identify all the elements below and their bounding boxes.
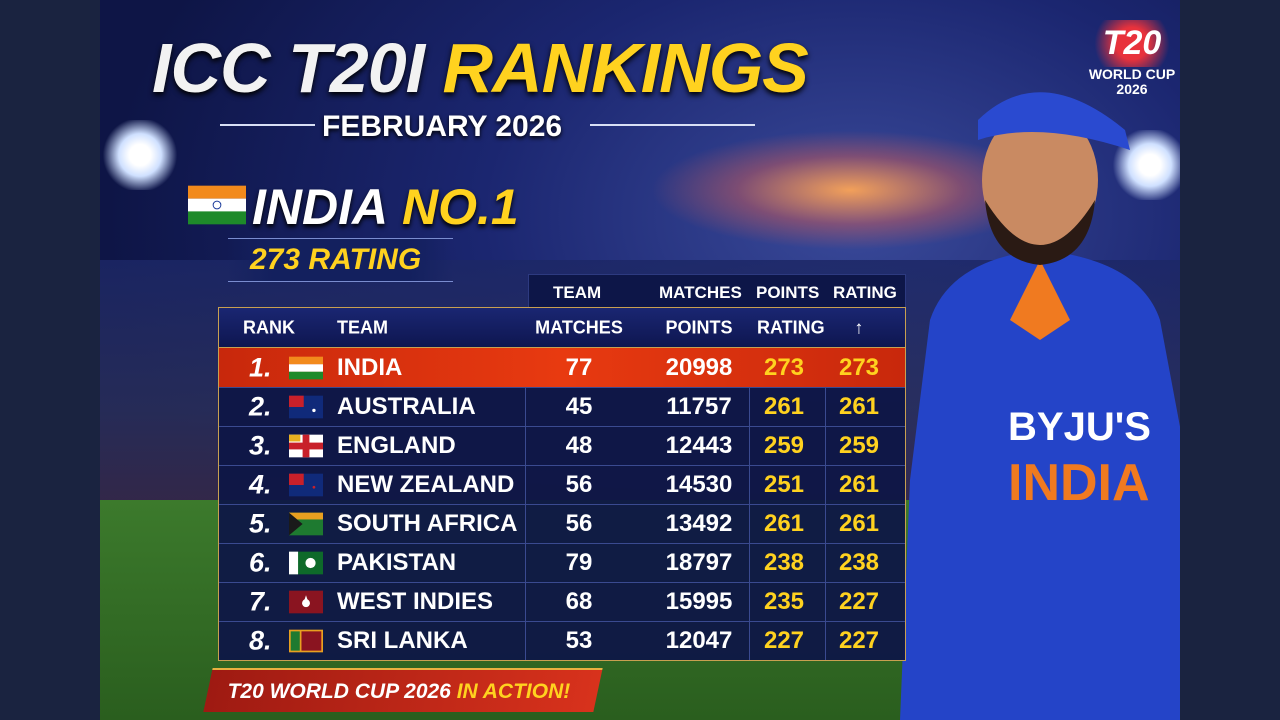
rating: 238 xyxy=(763,549,805,576)
team-name: PAKISTAN xyxy=(337,549,457,576)
points: 18797 xyxy=(665,549,733,576)
team-name: INDIA xyxy=(337,353,403,381)
player-image: BYJU'S INDIA xyxy=(900,92,1180,720)
team-name: WEST INDIES xyxy=(337,588,494,615)
rank: 4. xyxy=(249,469,272,500)
rating-change: 261 xyxy=(838,471,880,498)
table-row: 2. AUSTRALIA 45 11757 261 261 xyxy=(219,387,905,426)
points: 15995 xyxy=(665,588,733,615)
rank: 6. xyxy=(249,547,272,578)
subtitle: FEBRUARY 2026 xyxy=(322,110,563,143)
england-flag-icon xyxy=(289,434,323,458)
team-name: NEW ZEALAND xyxy=(337,471,515,498)
rank: 3. xyxy=(249,430,272,461)
divider xyxy=(220,124,315,126)
sri-lanka-flag-icon xyxy=(289,629,323,653)
australia-flag-icon xyxy=(289,395,323,419)
matches: 68 xyxy=(565,588,593,615)
team-name: ENGLAND xyxy=(337,432,456,459)
matches: 56 xyxy=(565,471,593,498)
points: 14530 xyxy=(665,471,733,498)
rating-change: 227 xyxy=(838,627,880,654)
rating-change: 261 xyxy=(838,393,880,420)
india-flag-icon xyxy=(188,185,246,225)
rank: 8. xyxy=(249,625,272,656)
points: 13492 xyxy=(665,510,733,537)
matches: 77 xyxy=(565,353,593,381)
matches: 45 xyxy=(565,393,593,420)
rating-change: 273 xyxy=(838,353,880,381)
rating: 261 xyxy=(763,510,805,537)
infographic: ICC T20I RANKINGS FEBRUARY 2026 INDIA NO… xyxy=(100,0,1180,720)
rating: 273 xyxy=(763,353,805,381)
points: 11757 xyxy=(666,393,732,420)
points: 20998 xyxy=(665,353,733,381)
top-team-headline: INDIA NO.1 xyxy=(252,179,519,235)
rating: 251 xyxy=(763,471,805,498)
south-africa-flag-icon xyxy=(289,512,323,536)
rating-change: 259 xyxy=(838,432,880,459)
rating: 259 xyxy=(763,432,805,459)
rating: 235 xyxy=(763,588,805,615)
svg-text:INDIA: INDIA xyxy=(1008,454,1150,512)
west-indies-flag-icon xyxy=(289,590,323,614)
rating-change: 238 xyxy=(838,549,880,576)
t20-world-cup-logo: T20 WORLD CUP 2026 xyxy=(1084,20,1180,97)
rating: 261 xyxy=(763,393,805,420)
page-title: ICC T20I RANKINGS xyxy=(152,29,809,107)
top-team-rating: 273 RATING xyxy=(228,238,453,282)
rank: 2. xyxy=(249,391,272,422)
secondary-header: TEAM MATCHES POINTS RATING xyxy=(528,274,906,308)
points: 12047 xyxy=(665,627,733,654)
table-row: 5. SOUTH AFRICA 56 13492 261 261 xyxy=(219,504,905,543)
table-row: 3. ENGLAND 48 12443 259 259 xyxy=(219,426,905,465)
table-row: 6. PAKISTAN 79 18797 238 238 xyxy=(219,543,905,582)
new-zealand-flag-icon xyxy=(289,473,323,497)
matches: 48 xyxy=(565,432,593,459)
svg-text:BYJU'S: BYJU'S xyxy=(1008,405,1151,449)
table-row: 7. WEST INDIES 68 15995 235 227 xyxy=(219,582,905,621)
pakistan-flag-icon xyxy=(289,551,323,575)
matches: 56 xyxy=(565,510,593,537)
team-name: SOUTH AFRICA xyxy=(337,510,518,537)
rank: 5. xyxy=(249,508,272,539)
matches: 53 xyxy=(565,627,593,654)
floodlight xyxy=(100,120,180,190)
rank: 7. xyxy=(249,586,272,617)
arrow-up-icon: ↑ xyxy=(854,317,864,337)
matches: 79 xyxy=(565,549,593,576)
team-name: SRI LANKA xyxy=(337,627,468,654)
points: 12443 xyxy=(665,432,733,459)
rank: 1. xyxy=(249,352,272,382)
table-header: RANK TEAM MATCHES POINTS RATING ↑ xyxy=(219,308,905,348)
rating-change: 227 xyxy=(838,588,880,615)
table-row: 1. INDIA 77 20998 273 273 xyxy=(219,348,905,387)
table-row: 8. SRI LANKA 53 12047 227 227 xyxy=(219,621,905,660)
world-cup-banner: T20 WORLD CUP 2026 IN ACTION! xyxy=(203,668,603,712)
rankings-table: RANK TEAM MATCHES POINTS RATING ↑ 1. IND… xyxy=(218,307,906,661)
table-row: 4. NEW ZEALAND 56 14530 251 261 xyxy=(219,465,905,504)
team-name: AUSTRALIA xyxy=(337,393,476,420)
rating-change: 261 xyxy=(838,510,880,537)
divider xyxy=(590,124,755,126)
india-flag-icon xyxy=(289,356,323,379)
rating: 227 xyxy=(763,627,805,654)
